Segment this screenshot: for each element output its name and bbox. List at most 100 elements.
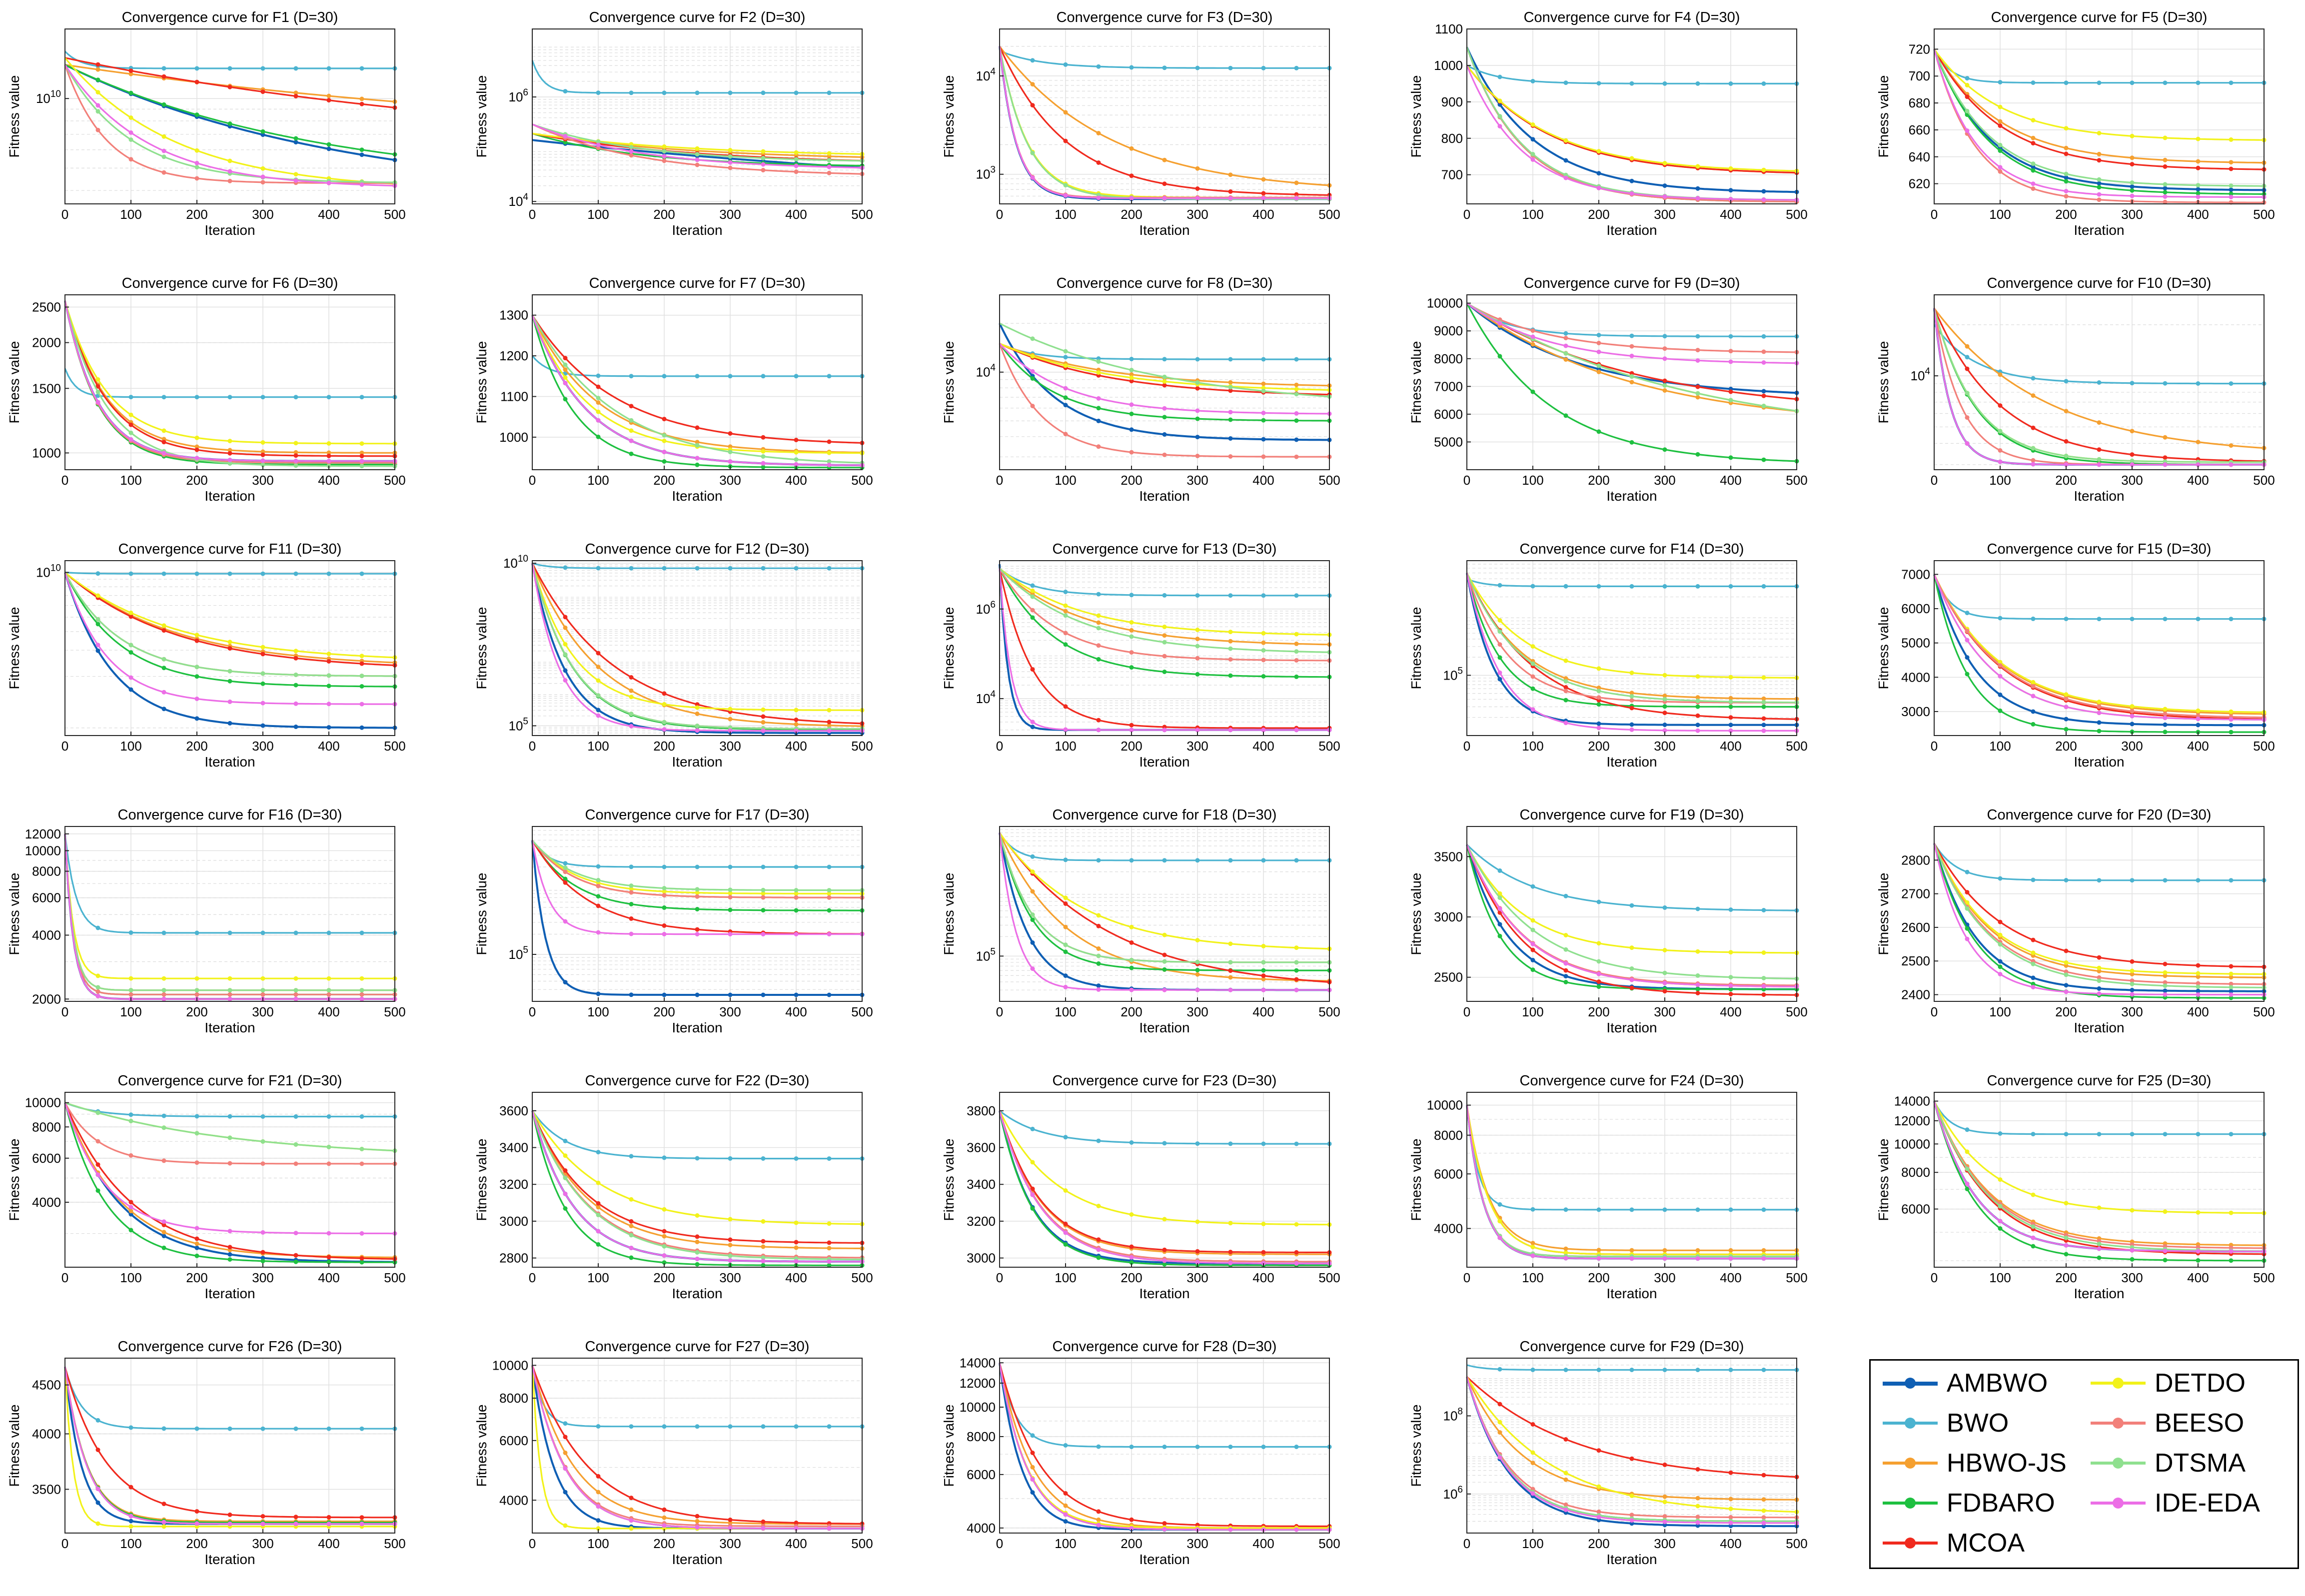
series-marker-hbwo-js [1998, 372, 2003, 377]
series-marker-bwo [596, 864, 601, 869]
series-line-fdbaro [64, 64, 395, 155]
series-marker-hbwo-js [1261, 640, 1266, 645]
series-marker-fdbaro [2064, 727, 2069, 732]
series-marker-dtsma [662, 720, 667, 725]
series-marker-mcoa [1129, 1244, 1134, 1249]
series-marker-ide-eda [1662, 728, 1667, 733]
y-tick-label: 620 [1909, 176, 1930, 191]
series-marker-detdo [161, 134, 166, 139]
x-tick-label: 300 [1654, 1004, 1675, 1019]
series-marker-detdo [359, 441, 364, 446]
series-marker-bwo [1195, 1445, 1200, 1449]
y-tick-exponent: 10 [518, 554, 528, 564]
series-marker-fdbaro [794, 908, 799, 913]
series-marker-detdo [1629, 156, 1634, 161]
series-line-beeso [64, 1102, 395, 1165]
series-marker-beeso [128, 992, 133, 997]
series-marker-beeso [728, 165, 733, 170]
y-tick-label: 6000 [1434, 407, 1463, 422]
legend-item-dtsma: DTSMA [2091, 1448, 2246, 1479]
series-marker-ide-eda [596, 1229, 601, 1234]
series-marker-ide-eda [2229, 194, 2234, 199]
y-tick-label: 2500 [1434, 970, 1463, 985]
series-marker-fdbaro [1761, 704, 1766, 709]
series-marker-ide-eda [1096, 1247, 1101, 1252]
series-marker-beeso [95, 127, 100, 132]
series-marker-fdbaro [128, 1228, 133, 1233]
series-marker-ide-eda [128, 1205, 133, 1210]
series-marker-ide-eda [326, 1522, 331, 1527]
series-marker-ambwo [260, 723, 265, 728]
series-marker-bwo [326, 395, 331, 400]
series-marker-detdo [95, 593, 100, 598]
series-marker-ide-eda [1129, 196, 1134, 201]
series-marker-fdbaro [1129, 965, 1134, 970]
series-marker-ide-eda [2031, 462, 2036, 467]
series-marker-bwo [1695, 584, 1700, 589]
y-tick-label: 10000 [960, 1400, 996, 1415]
series-marker-mcoa [1228, 388, 1233, 393]
series-marker-beeso [194, 1160, 199, 1165]
series-marker-fdbaro [359, 147, 364, 152]
series-marker-bwo [695, 864, 700, 869]
series-marker-ide-eda [326, 702, 331, 707]
series-marker-bwo [1662, 905, 1667, 910]
series-marker-dtsma [827, 888, 832, 893]
series-marker-detdo [227, 640, 232, 645]
series-marker-bwo [293, 395, 298, 400]
series-line-mcoa [64, 1102, 395, 1260]
x-tick-label: 200 [1588, 1270, 1609, 1285]
series-marker-hbwo-js [326, 450, 331, 455]
series-marker-mcoa [1162, 1247, 1167, 1252]
series-marker-ide-eda [227, 1229, 232, 1234]
y-tick-label: 8000 [967, 1429, 996, 1444]
x-tick-label: 200 [653, 739, 675, 754]
series-marker-fdbaro [359, 684, 364, 689]
series-marker-beeso [2130, 709, 2135, 714]
series-marker-dtsma [1096, 626, 1101, 631]
series-marker-bwo [1294, 858, 1299, 863]
series-marker-ide-eda [161, 1219, 166, 1224]
series-marker-bwo [2163, 381, 2168, 386]
series-marker-mcoa [1162, 383, 1167, 388]
series-marker-detdo [1695, 949, 1700, 954]
series-marker-mcoa [2031, 141, 2036, 146]
series-marker-mcoa [1129, 379, 1134, 384]
legend-label: HBWO-JS [1947, 1449, 2067, 1478]
series-marker-fdbaro [1998, 1226, 2003, 1231]
series-line-ide-eda [64, 833, 395, 1000]
series-marker-ide-eda [2163, 462, 2168, 467]
series-marker-ide-eda [2031, 1235, 2036, 1240]
series-marker-hbwo-js [1030, 82, 1035, 87]
series-marker-dtsma [1129, 957, 1134, 962]
series-marker-hbwo-js [1228, 380, 1233, 385]
series-marker-ide-eda [1530, 1491, 1535, 1496]
x-tick-label: 200 [1121, 1270, 1142, 1285]
series-marker-ide-eda [1761, 1256, 1766, 1261]
series-marker-ide-eda [260, 1522, 265, 1527]
series-marker-bwo [2196, 1132, 2201, 1137]
series-marker-bwo [2064, 80, 2069, 85]
series-line-hbwo-js [531, 1110, 863, 1250]
y-tick-label: 104 [1911, 366, 1931, 383]
series-marker-beeso [1530, 674, 1535, 679]
series-marker-hbwo-js [1563, 1246, 1568, 1251]
series-marker-mcoa [1063, 1221, 1068, 1226]
series-marker-bwo [128, 930, 133, 935]
x-tick-label: 200 [1588, 207, 1609, 222]
series-marker-dtsma [1063, 613, 1068, 618]
y-tick-label: 8000 [1434, 1128, 1463, 1143]
y-tick-label: 4000 [1901, 670, 1930, 685]
legend-swatch [1883, 1538, 1938, 1549]
series-marker-detdo [1563, 1250, 1568, 1255]
y-tick-label: 1010 [36, 563, 61, 580]
series-marker-hbwo-js [1695, 1248, 1700, 1253]
series-marker-bwo [827, 90, 832, 95]
series-marker-detdo [161, 623, 166, 628]
series-marker-mcoa [761, 1239, 766, 1244]
series-marker-beeso [1063, 631, 1068, 636]
series-marker-mcoa [1998, 123, 2003, 128]
series-marker-dtsma [326, 988, 331, 993]
series-marker-fdbaro [293, 683, 298, 688]
series-line-bwo [64, 368, 395, 398]
